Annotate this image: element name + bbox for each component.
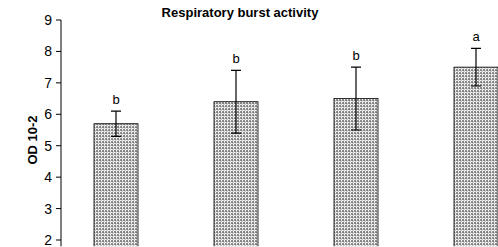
title: Respiratory burst activity [162, 5, 320, 20]
y-tick [56, 208, 61, 209]
y-tick-label: 9 [44, 12, 52, 28]
error-cap [111, 136, 121, 137]
error-stem [355, 67, 356, 130]
y-axis-line [61, 20, 62, 246]
y-tick [56, 51, 61, 52]
error-stem [475, 48, 476, 86]
significance-letter: a [472, 29, 480, 44]
y-tick [56, 145, 61, 146]
error-cap [351, 67, 361, 68]
y-tick-label: 8 [44, 43, 52, 59]
significance-letter: b [352, 48, 359, 63]
y-tick [56, 240, 61, 241]
y-axis-label: OD 10-2 [25, 115, 40, 164]
error-cap [351, 129, 361, 130]
error-cap [471, 48, 481, 49]
y-tick-label: 3 [44, 201, 52, 217]
y-tick-label: 5 [44, 138, 52, 154]
significance-letter: b [232, 51, 239, 66]
error-cap [471, 85, 481, 86]
error-bar [351, 67, 361, 130]
bar [454, 67, 498, 246]
error-bar [231, 70, 241, 133]
error-bar [471, 48, 481, 86]
y-tick [56, 177, 61, 178]
error-cap [231, 133, 241, 134]
y-tick [56, 114, 61, 115]
y-tick-label: 6 [44, 106, 52, 122]
significance-letter: b [112, 92, 119, 107]
error-stem [115, 111, 116, 136]
error-bar [111, 111, 121, 136]
error-cap [111, 111, 121, 112]
chart-container: Respiratory burst activity OD 10-2 2 3 4 5 6 7 8… [0, 0, 498, 247]
y-tick-label: 4 [44, 169, 52, 185]
y-tick [56, 20, 61, 21]
bar [94, 124, 138, 247]
plot-area [94, 48, 498, 246]
chart-svg: Respiratory burst activity OD 10-2 2 3 4 5 6 7 8… [0, 0, 498, 247]
error-cap [231, 70, 241, 71]
y-tick-label: 2 [44, 232, 52, 247]
y-tick [56, 82, 61, 83]
y-tick-label: 7 [44, 75, 52, 91]
error-stem [235, 70, 236, 133]
